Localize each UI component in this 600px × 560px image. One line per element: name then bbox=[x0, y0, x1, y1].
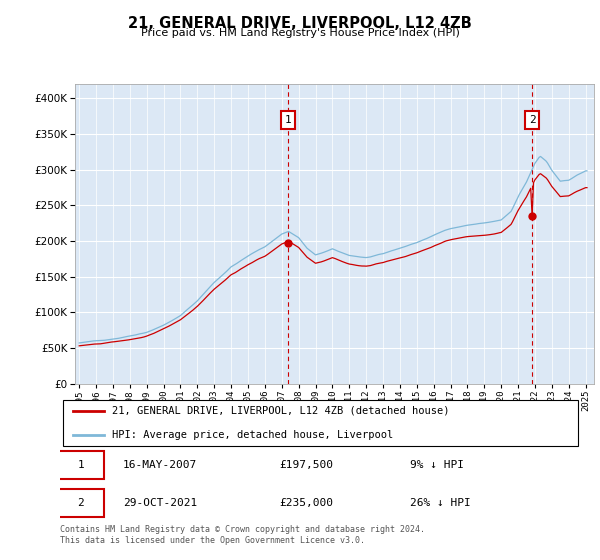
Text: 21, GENERAL DRIVE, LIVERPOOL, L12 4ZB (detached house): 21, GENERAL DRIVE, LIVERPOOL, L12 4ZB (d… bbox=[112, 405, 450, 416]
FancyBboxPatch shape bbox=[58, 451, 104, 479]
Text: 16-MAY-2007: 16-MAY-2007 bbox=[122, 460, 197, 470]
Text: £235,000: £235,000 bbox=[279, 498, 333, 508]
Text: 2: 2 bbox=[77, 498, 84, 508]
Text: HPI: Average price, detached house, Liverpool: HPI: Average price, detached house, Live… bbox=[112, 431, 394, 440]
Text: 26% ↓ HPI: 26% ↓ HPI bbox=[410, 498, 470, 508]
Text: Contains HM Land Registry data © Crown copyright and database right 2024.
This d: Contains HM Land Registry data © Crown c… bbox=[60, 525, 425, 545]
FancyBboxPatch shape bbox=[58, 489, 104, 517]
Text: 1: 1 bbox=[77, 460, 84, 470]
Text: Price paid vs. HM Land Registry's House Price Index (HPI): Price paid vs. HM Land Registry's House … bbox=[140, 28, 460, 38]
Text: 1: 1 bbox=[284, 115, 292, 125]
Text: 9% ↓ HPI: 9% ↓ HPI bbox=[410, 460, 464, 470]
Text: 2: 2 bbox=[529, 115, 535, 125]
Text: 21, GENERAL DRIVE, LIVERPOOL, L12 4ZB: 21, GENERAL DRIVE, LIVERPOOL, L12 4ZB bbox=[128, 16, 472, 31]
Text: 29-OCT-2021: 29-OCT-2021 bbox=[122, 498, 197, 508]
Text: £197,500: £197,500 bbox=[279, 460, 333, 470]
FancyBboxPatch shape bbox=[62, 400, 578, 446]
